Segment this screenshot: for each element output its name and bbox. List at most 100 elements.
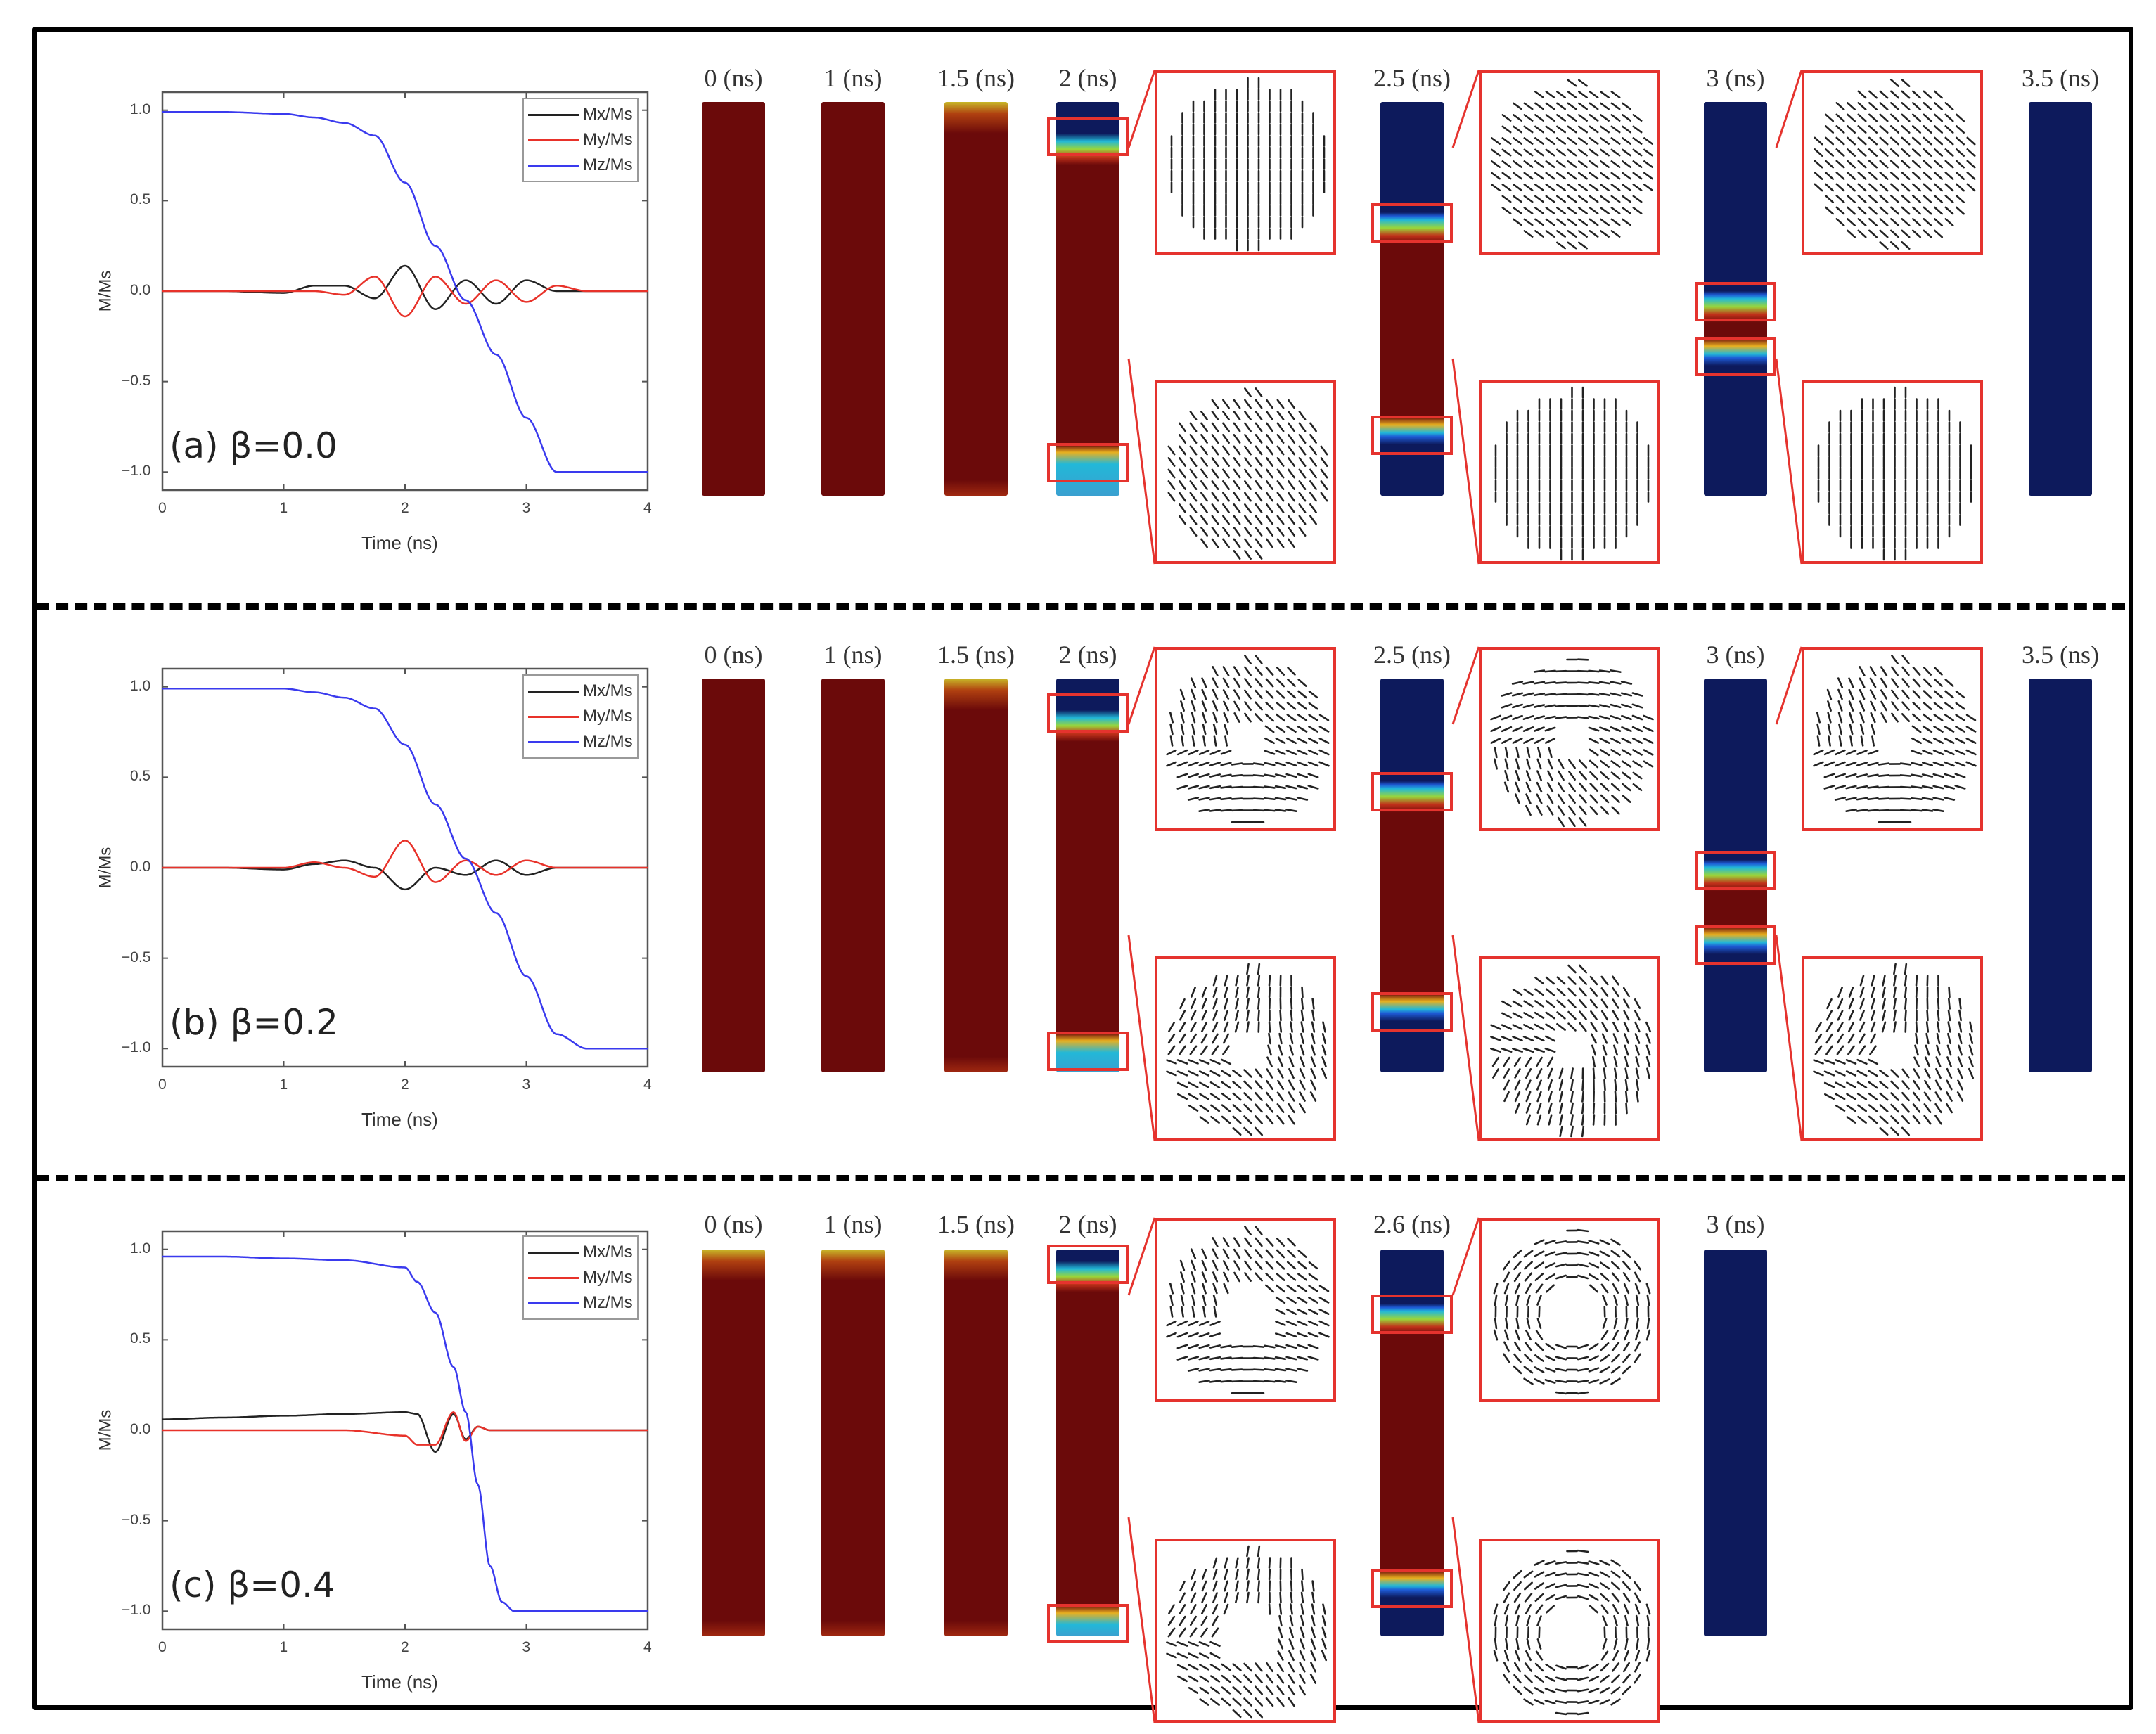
snapshot-time-label: 2 (ns) bbox=[1058, 64, 1117, 92]
y-tick-label: 1.0 bbox=[130, 1240, 151, 1257]
nanowire-snapshot bbox=[1056, 679, 1119, 1072]
domain-wall-zoom-box bbox=[1371, 992, 1453, 1032]
x-tick-label: 4 bbox=[643, 1077, 652, 1093]
nanowire-snapshot bbox=[1704, 102, 1767, 496]
y-tick-label: 0.5 bbox=[130, 768, 151, 785]
legend-item: My/Ms bbox=[528, 127, 633, 153]
x-tick-label: 3 bbox=[522, 1639, 531, 1655]
domain-wall-zoom-box bbox=[1371, 416, 1453, 455]
y-tick-label: −0.5 bbox=[122, 372, 151, 389]
legend-item: Mx/Ms bbox=[528, 102, 633, 127]
x-tick-label: 2 bbox=[401, 500, 409, 516]
lower-wall-inset bbox=[1155, 956, 1336, 1141]
series-mz-ms bbox=[162, 688, 648, 1050]
nanowire-snapshot bbox=[1704, 679, 1767, 1072]
snapshot-time-label: 1 (ns) bbox=[823, 64, 883, 92]
lower-wall-inset bbox=[1479, 380, 1660, 564]
domain-wall-zoom-box bbox=[1371, 1295, 1453, 1334]
x-axis-label: Time (ns) bbox=[361, 1671, 438, 1693]
y-tick-label: −0.5 bbox=[122, 949, 151, 965]
legend-label: My/Ms bbox=[583, 1268, 633, 1287]
domain-wall-zoom-box bbox=[1695, 282, 1776, 321]
x-tick-label: 4 bbox=[643, 1639, 652, 1655]
nanowire-snapshot bbox=[944, 1250, 1008, 1636]
legend-swatch bbox=[528, 164, 579, 167]
legend-swatch bbox=[528, 1276, 579, 1279]
snapshot-time-label: 3.5 (ns) bbox=[2022, 641, 2099, 669]
snapshot-time-label: 1 (ns) bbox=[823, 641, 883, 669]
snapshot-time-label: 0 (ns) bbox=[704, 641, 763, 669]
nanowire-snapshot bbox=[1704, 1250, 1767, 1636]
snapshot-time-label: 1.5 (ns) bbox=[937, 64, 1015, 92]
legend-item: Mz/Ms bbox=[528, 1290, 633, 1316]
nanowire-snapshot bbox=[1380, 679, 1444, 1072]
nanowire-snapshot bbox=[702, 1250, 765, 1636]
nanowire-snapshot bbox=[821, 1250, 885, 1636]
legend-item: Mz/Ms bbox=[528, 153, 633, 178]
upper-wall-inset bbox=[1802, 70, 1983, 255]
domain-wall-zoom-box bbox=[1371, 1569, 1453, 1608]
x-axis-label: Time (ns) bbox=[361, 532, 438, 553]
y-tick-label: 0.5 bbox=[130, 1330, 151, 1347]
snapshot-time-label: 1.5 (ns) bbox=[937, 641, 1015, 669]
y-tick-label: −1.0 bbox=[122, 463, 151, 480]
snapshot-time-label: 3.5 (ns) bbox=[2022, 64, 2099, 92]
nanowire-snapshot bbox=[821, 679, 885, 1072]
x-axis-label: Time (ns) bbox=[361, 1109, 438, 1130]
legend-swatch bbox=[528, 1251, 579, 1254]
x-tick-label: 0 bbox=[158, 500, 167, 516]
series-mz-ms bbox=[162, 111, 648, 473]
nanowire-snapshot bbox=[1056, 102, 1119, 496]
snapshot-time-label: 2.5 (ns) bbox=[1373, 641, 1451, 669]
legend-swatch bbox=[528, 113, 579, 116]
snapshot-time-label: 2.6 (ns) bbox=[1373, 1210, 1451, 1238]
snapshot-time-label: 0 (ns) bbox=[704, 1210, 763, 1238]
domain-wall-zoom-box bbox=[1695, 337, 1776, 376]
lower-wall-inset bbox=[1802, 956, 1983, 1141]
y-tick-label: 0.5 bbox=[130, 191, 151, 208]
domain-wall-zoom-box bbox=[1047, 116, 1129, 156]
legend-item: Mx/Ms bbox=[528, 679, 633, 704]
legend-label: Mx/Ms bbox=[583, 681, 633, 700]
domain-wall-zoom-box bbox=[1695, 850, 1776, 890]
y-tick-label: 0.0 bbox=[130, 282, 151, 298]
series-mz-ms bbox=[162, 1255, 648, 1612]
y-tick-label: −1.0 bbox=[122, 1039, 151, 1056]
snapshot-time-label: 3 (ns) bbox=[1706, 1210, 1765, 1238]
upper-wall-inset bbox=[1155, 647, 1336, 831]
legend-swatch bbox=[528, 690, 579, 693]
legend-item: Mx/Ms bbox=[528, 1240, 633, 1265]
lower-wall-inset bbox=[1155, 380, 1336, 564]
legend-swatch bbox=[528, 715, 579, 718]
upper-wall-inset bbox=[1479, 647, 1660, 831]
upper-wall-inset bbox=[1802, 647, 1983, 831]
series-my-ms bbox=[162, 276, 648, 318]
x-tick-label: 3 bbox=[522, 500, 531, 516]
snapshot-time-label: 1 (ns) bbox=[823, 1210, 883, 1238]
y-tick-label: −1.0 bbox=[122, 1602, 151, 1619]
x-tick-label: 2 bbox=[401, 1639, 409, 1655]
legend-item: My/Ms bbox=[528, 1265, 633, 1290]
snapshot-time-label: 2 (ns) bbox=[1058, 641, 1117, 669]
snapshot-time-label: 0 (ns) bbox=[704, 64, 763, 92]
domain-wall-zoom-box bbox=[1695, 925, 1776, 965]
x-tick-label: 2 bbox=[401, 1077, 409, 1093]
legend-label: Mz/Ms bbox=[583, 1293, 633, 1312]
domain-wall-zoom-box bbox=[1371, 771, 1453, 811]
chart-legend: Mx/Ms My/Ms Mz/Ms bbox=[522, 1235, 639, 1320]
legend-swatch bbox=[528, 740, 579, 743]
lower-wall-inset bbox=[1479, 1539, 1660, 1723]
lower-wall-inset bbox=[1802, 380, 1983, 564]
upper-wall-inset bbox=[1155, 70, 1336, 255]
y-tick-label: 0.0 bbox=[130, 859, 151, 875]
legend-label: Mz/Ms bbox=[583, 732, 633, 751]
lower-wall-inset bbox=[1479, 956, 1660, 1141]
nanowire-snapshot bbox=[702, 679, 765, 1072]
legend-swatch bbox=[528, 139, 579, 141]
legend-label: Mx/Ms bbox=[583, 105, 633, 124]
x-tick-label: 1 bbox=[279, 1639, 288, 1655]
row-divider-2 bbox=[37, 1175, 2125, 1181]
y-tick-label: 1.0 bbox=[130, 677, 151, 694]
x-tick-label: 3 bbox=[522, 1077, 531, 1093]
domain-wall-zoom-box bbox=[1047, 1032, 1129, 1071]
